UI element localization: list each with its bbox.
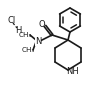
- Text: CH₃: CH₃: [18, 32, 32, 38]
- Text: NH: NH: [67, 67, 79, 75]
- Text: H: H: [15, 25, 21, 34]
- Text: O: O: [39, 20, 45, 29]
- Text: CH₃: CH₃: [21, 47, 35, 53]
- Text: N: N: [35, 36, 41, 45]
- Text: Cl: Cl: [8, 15, 16, 24]
